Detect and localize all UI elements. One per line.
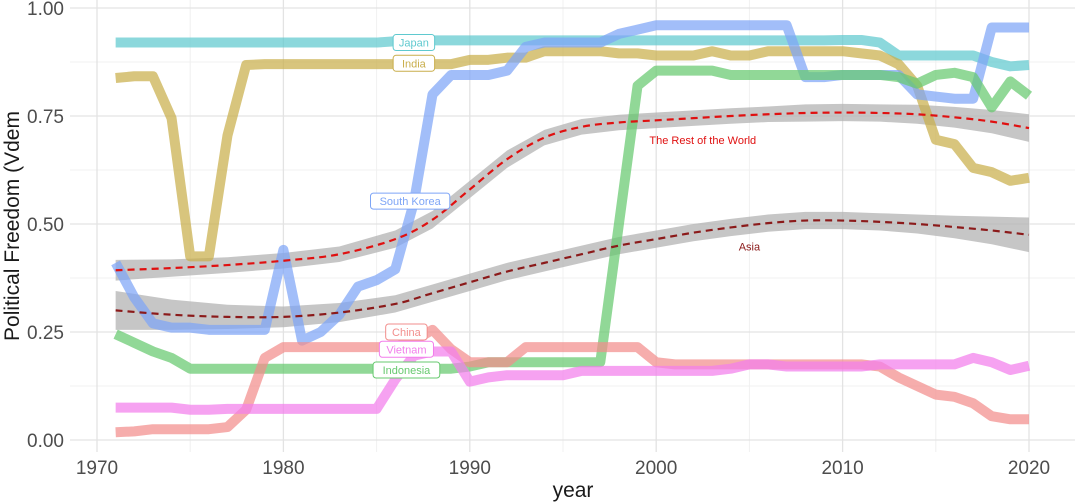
smooth-lines — [115, 111, 1030, 319]
x-tick-label: 1970 — [76, 458, 118, 479]
south-korea-label: South Korea — [370, 192, 451, 210]
india-series-line — [115, 46, 1030, 262]
vietnam-label-box — [378, 340, 434, 358]
the-rest-of-the-world-confidence-band — [115, 103, 1029, 281]
y-tick-label: 0.50 — [27, 215, 64, 236]
indonesia-series-line — [113, 65, 1033, 374]
japan-label-text: Japan — [399, 38, 429, 50]
asia-smooth-line — [115, 219, 1030, 319]
china-label-box — [385, 323, 428, 341]
x-tick-label: 2020 — [1008, 458, 1050, 479]
y-tick-labels: 0.00 0.25 0.50 0.75 1.00 — [27, 0, 64, 452]
indonesia-label-box — [372, 361, 441, 379]
indonesia-label: Indonesia — [372, 361, 441, 379]
vietnam-label: Vietnam — [378, 340, 434, 358]
series-labels: Japan India South Korea Indonesia China Vietn… — [370, 34, 761, 379]
x-tick-label: 2000 — [635, 458, 677, 479]
x-tick-label: 1980 — [262, 458, 304, 479]
y-tick-label: 0.00 — [27, 431, 64, 452]
india-label-text: India — [402, 58, 427, 70]
japan-label: Japan — [392, 34, 436, 52]
south-korea-label-box — [370, 192, 451, 210]
y-tick-label: 1.00 — [27, 0, 64, 20]
japan-label-box — [392, 34, 436, 52]
vietnam-label-text: Vietnam — [386, 344, 426, 356]
asia-annotation: Asia — [739, 241, 761, 253]
x-tick-label: 2010 — [821, 458, 863, 479]
y-tick-label: 0.25 — [27, 323, 64, 344]
china-label-text: China — [392, 327, 422, 339]
confidence-bands — [115, 103, 1029, 330]
vietnam-series-line — [115, 346, 1031, 415]
x-axis-title: year — [553, 479, 594, 502]
china-label: China — [385, 323, 428, 341]
series-lines — [111, 20, 1033, 438]
south-korea-label-text: South Korea — [380, 196, 442, 208]
y-axis-title: Political Freedom (Vdem — [1, 111, 24, 341]
x-tick-label: 1990 — [449, 458, 491, 479]
y-tick-label: 0.75 — [27, 107, 64, 128]
indonesia-label-text: Indonesia — [383, 365, 432, 377]
asia-confidence-band — [115, 211, 1029, 330]
india-label: India — [392, 54, 436, 72]
the-rest-of-the-world-smooth-line — [115, 111, 1030, 272]
x-tick-labels: 1970 1980 1990 2000 2010 2020 — [76, 458, 1050, 479]
india-label-box — [392, 54, 436, 72]
the-rest-of-the-world-annotation: The Rest of the World — [649, 135, 756, 147]
